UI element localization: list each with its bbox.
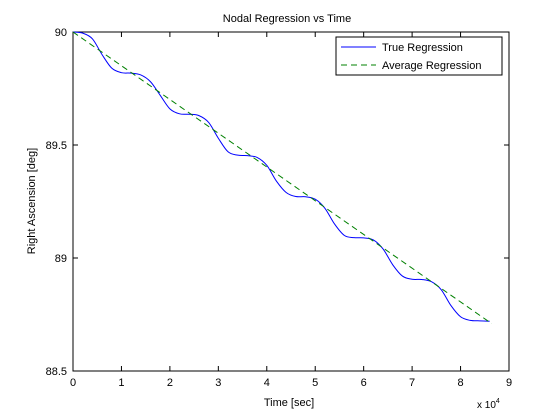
x-axis-scale-multiplier: x 104 [477, 398, 500, 411]
series-line-true-regression [72, 31, 490, 322]
x-axis-ticks: 0 1 2 3 4 5 6 7 8 9 [70, 32, 512, 389]
x-tick-label: 0 [70, 377, 76, 389]
x-tick-label: 1 [118, 377, 124, 389]
y-tick-label: 88.5 [46, 366, 67, 378]
x-axis-scale-base: x 10 [477, 400, 496, 411]
x-tick-label: 2 [167, 377, 173, 389]
chart-title: Nodal Regression vs Time [223, 13, 351, 25]
x-tick-label: 5 [312, 377, 318, 389]
legend-label-true-regression: True Regression [382, 42, 463, 54]
plot-area [72, 31, 510, 372]
legend: True Regression Average Regression [335, 36, 503, 76]
y-axis-label: Right Ascension [deg] [26, 148, 38, 254]
legend-label-average-regression: Average Regression [382, 60, 481, 72]
x-tick-label: 9 [506, 377, 512, 389]
x-tick-label: 6 [361, 377, 367, 389]
series-layer [72, 31, 492, 324]
y-tick-label: 89.5 [46, 140, 67, 152]
legend-box [335, 36, 503, 76]
x-axis-scale-exponent: 4 [496, 398, 500, 405]
series-line-average-regression [72, 31, 492, 324]
y-tick-label: 90 [55, 27, 67, 39]
x-tick-label: 3 [215, 377, 221, 389]
x-tick-label: 7 [409, 377, 415, 389]
y-tick-label: 89 [55, 253, 67, 265]
y-axis-ticks: 88.5 89 89.5 90 [46, 27, 509, 378]
x-axis-label: Time [sec] [264, 397, 314, 409]
x-tick-label: 4 [264, 377, 270, 389]
x-tick-label: 8 [457, 377, 463, 389]
